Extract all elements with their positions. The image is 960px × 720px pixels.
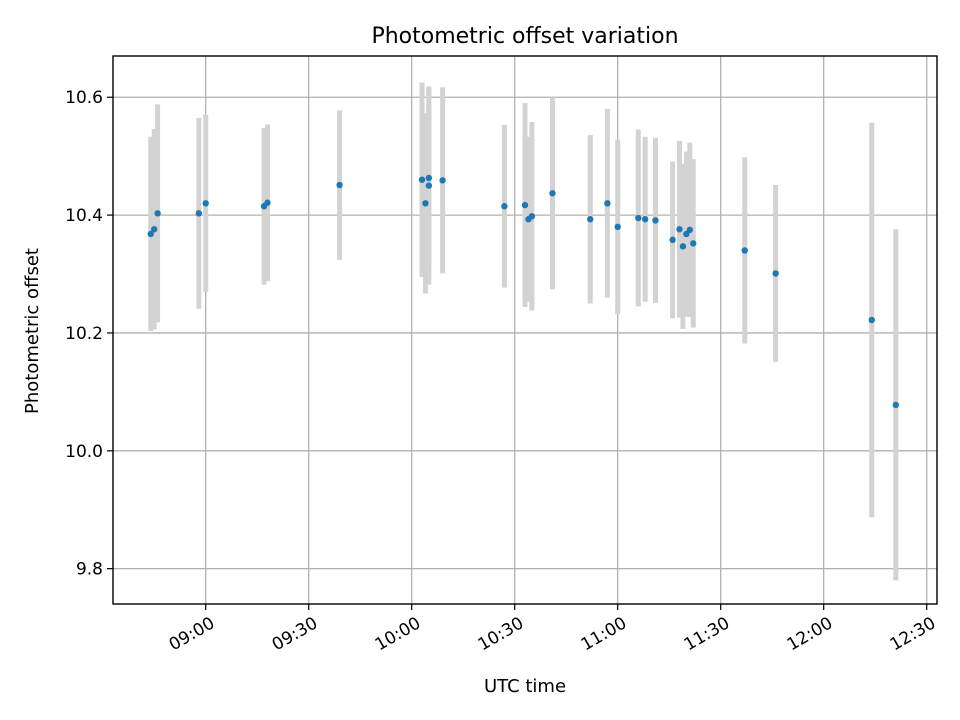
data-point — [772, 270, 779, 277]
x-tick-label: 09:00 — [166, 613, 218, 655]
data-point — [147, 230, 154, 238]
data-point — [521, 201, 529, 209]
data-point — [587, 216, 594, 223]
y-tick-label: 9.8 — [76, 560, 103, 580]
x-tick-label: 12:30 — [887, 613, 939, 655]
data-point — [425, 174, 433, 182]
x-tick-label: 11:00 — [578, 613, 630, 655]
data-point — [336, 181, 343, 189]
x-axis-label: UTC time — [484, 676, 566, 697]
x-tick-label: 10:30 — [475, 613, 527, 655]
data-point — [501, 203, 508, 210]
data-point — [741, 247, 748, 254]
x-tick-label: 10:00 — [372, 613, 424, 655]
data-point — [686, 226, 693, 234]
data-point — [614, 223, 621, 231]
data-point — [652, 217, 659, 224]
x-tick-label: 11:30 — [681, 613, 733, 655]
data-point — [892, 401, 899, 409]
data-point — [439, 177, 446, 184]
data-point — [868, 316, 875, 324]
data-point — [641, 216, 649, 223]
y-axis-label: Photometric offset — [22, 248, 43, 414]
data-point — [264, 199, 271, 206]
data-point — [418, 176, 426, 183]
data-point — [422, 200, 429, 207]
chart-title: Photometric offset variation — [371, 24, 678, 49]
data-point — [154, 210, 161, 217]
data-point — [195, 210, 203, 217]
y-tick-label: 10.2 — [65, 324, 103, 344]
data-point — [528, 213, 536, 220]
y-tick-label: 10.6 — [65, 88, 103, 108]
y-tick-label: 10.0 — [65, 442, 103, 462]
x-tick-label: 12:00 — [784, 613, 836, 655]
grid-lines — [113, 56, 937, 604]
data-points — [147, 174, 899, 409]
x-tick-label: 09:30 — [269, 613, 321, 655]
data-point — [679, 243, 687, 250]
data-point — [676, 226, 683, 233]
plot-frame — [112, 55, 938, 605]
data-point — [202, 200, 209, 207]
y-tick-label: 10.4 — [65, 206, 103, 226]
data-point — [604, 200, 611, 207]
data-point — [425, 182, 433, 189]
data-point — [690, 240, 697, 247]
data-point — [635, 214, 642, 222]
data-point — [549, 190, 556, 197]
data-point — [151, 226, 158, 233]
error-bars — [148, 82, 899, 581]
data-point — [669, 236, 676, 244]
